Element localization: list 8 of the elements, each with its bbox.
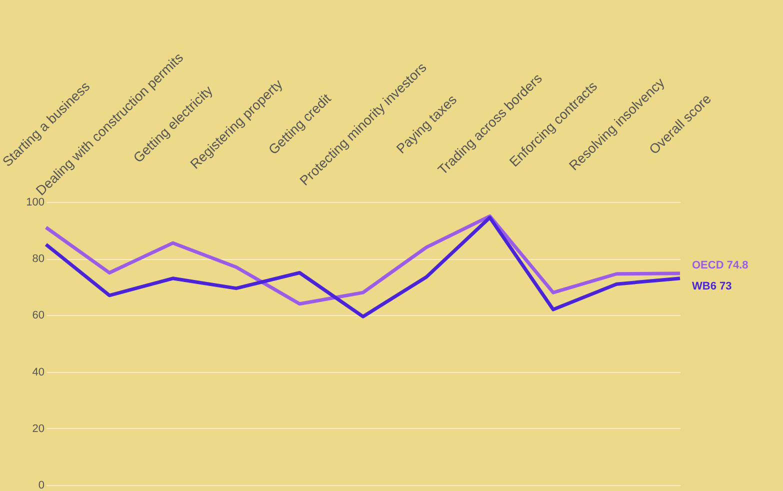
y-tick-label: 60: [32, 310, 44, 322]
y-tick-label: 20: [32, 422, 44, 435]
y-tick-label: 40: [32, 366, 44, 378]
text: OECD 74.8: [692, 259, 748, 272]
y-tick-label: 0: [38, 480, 44, 491]
y-tick-label: 100: [26, 196, 44, 208]
y-tick-label: 80: [32, 253, 44, 266]
text: WB6 73: [692, 280, 732, 292]
